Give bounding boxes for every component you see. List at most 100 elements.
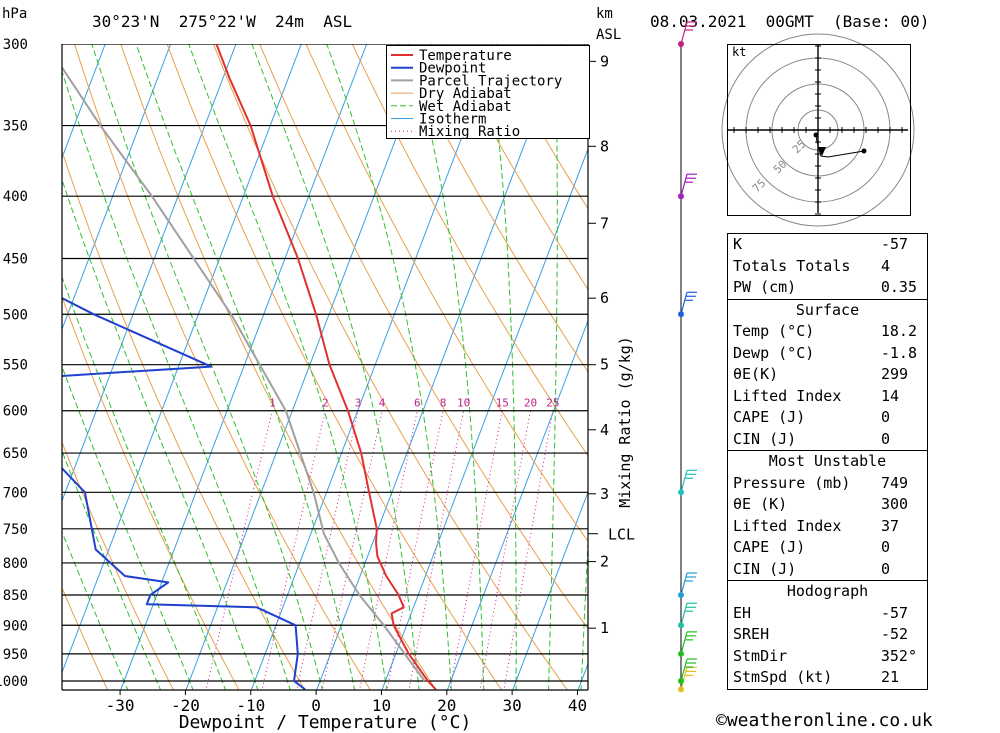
general-index-label: Totals Totals [733, 256, 851, 275]
surface-section: Surface Temp (°C) 18.2 Dewp (°C) -1.8 θE(K) 2… [728, 298, 927, 451]
x-tick-label: -30 [106, 696, 135, 715]
general-index-value: 4 [881, 256, 891, 275]
general-index-value: 0.35 [880, 278, 917, 296]
surface-index-row: Lifted Index 14 [728, 386, 927, 408]
asl-label: ASL [596, 27, 622, 43]
dry-adiabat [212, 44, 568, 690]
surface-index-label: CIN (J) [733, 429, 797, 448]
wind-barb-staff [680, 174, 688, 197]
wet-adiabat [548, 44, 558, 690]
km-tick-label: 7 [600, 214, 609, 232]
most-unstable-index-row: Lifted Index 37 [728, 516, 927, 538]
dry-adiabat [398, 44, 588, 373]
x-tick-label: 10 [372, 696, 391, 715]
pressure-tick-label: 950 [3, 647, 28, 663]
pressure-tick-label: 400 [3, 189, 28, 205]
surface-index-value: 14 [881, 386, 900, 405]
legend-item-label: Wet Adiabat [419, 99, 512, 115]
mixing-ratio-label: 20 [524, 397, 537, 410]
surface-index-value: 0 [881, 408, 891, 426]
pressure-tick-label: 650 [3, 446, 28, 462]
most-unstable-index-value: 0 [881, 559, 891, 578]
mixing-ratio-label: 25 [546, 397, 559, 410]
wind-barb [680, 469, 697, 493]
wet-adiabat [408, 44, 485, 690]
wind-barb-staff [680, 603, 688, 626]
mixing-ratio-label: 15 [496, 397, 509, 410]
surface-index-row: Temp (°C) 18.2 [728, 321, 927, 343]
pressure-tick-label: 750 [3, 522, 28, 538]
dry-adiabat [62, 586, 109, 690]
dry-adiabat [62, 149, 306, 690]
hodograph-title: Hodograph [786, 582, 869, 600]
hodograph-index-row: SREH -52 [728, 624, 927, 646]
copyright-link[interactable]: ©weatheronline.co.uk [716, 710, 933, 731]
general-index-value: -57 [881, 235, 909, 253]
hodograph-index-label: StmSpd (kt) [733, 668, 833, 686]
isotherm [62, 44, 302, 674]
indices-table: K -57 Totals Totals 4 PW (cm) 0.35 Surface Te… [727, 233, 928, 690]
dry-adiabat [120, 44, 437, 690]
datetime-title: 08.03.2021 00GMT (Base: 00) [650, 12, 930, 31]
x-axis-label: Dewpoint / Temperature (°C) [179, 712, 472, 733]
surface-index-value: -1.8 [880, 343, 917, 362]
lcl-label: LCL [608, 526, 635, 544]
mixing-ratio-label: 8 [440, 397, 447, 410]
mixing-ratio-label: 4 [379, 397, 386, 410]
storm-motion-marker [818, 147, 826, 156]
general-index-label: K [733, 235, 743, 253]
hodograph-index-value: 21 [881, 668, 900, 686]
surface-index-label: CAPE (J) [733, 408, 806, 426]
wind-barb [680, 21, 697, 45]
hodograph-index-label: EH [733, 603, 752, 622]
legend-item-label: Dry Adiabat [419, 86, 512, 102]
isotherm [62, 44, 237, 503]
most-unstable-index-row: Pressure (mb) 749 [728, 473, 927, 495]
most-unstable-title: Most Unstable [768, 452, 887, 470]
pressure-tick-label: 350 [3, 119, 28, 135]
surface-title: Surface [795, 300, 860, 319]
wind-barb-staff [680, 470, 688, 493]
mixing-ratio-line [296, 410, 359, 690]
legend: Temperature Dewpoint Parcel Trajectory Dry … [386, 45, 590, 139]
wind-barb [680, 631, 697, 655]
parcel-trajectory-line [62, 65, 426, 682]
mixing-ratio-axis-label: Mixing Ratio (g/kg) [616, 336, 634, 508]
x-tick-label: -20 [171, 696, 200, 715]
wind-barb [680, 572, 697, 596]
dry-adiabat [73, 44, 371, 690]
pressure-tick-label: 700 [3, 485, 28, 501]
wind-barb [680, 291, 697, 315]
location-title: 30°23'N 275°22'W 24m ASL [92, 12, 353, 31]
dry-adiabat [62, 295, 240, 690]
isotherm [62, 44, 106, 160]
most-unstable-index-label: CAPE (J) [733, 538, 806, 556]
most-unstable-index-label: Pressure (mb) [733, 473, 851, 492]
mixing-ratio-label: 10 [457, 397, 470, 410]
legend-item-label: Isotherm [419, 112, 486, 128]
mixing-ratio-label: 1 [269, 397, 276, 410]
pressure-tick-label: 900 [3, 618, 28, 634]
pressure-unit-label: hPa [2, 6, 28, 22]
dry-adiabat [166, 44, 503, 690]
isotherm [381, 147, 588, 690]
wind-barb [680, 658, 697, 682]
temperature-line [215, 44, 437, 690]
surface-index-label: Dewp (°C) [733, 343, 815, 362]
mixing-ratio-line [386, 410, 444, 690]
x-tick-label: 30 [503, 696, 522, 715]
wet-adiabat [326, 44, 452, 690]
hodograph-index-row: StmSpd (kt) 21 [728, 667, 927, 689]
pressure-tick-label: 550 [3, 358, 28, 374]
km-tick-label: 6 [600, 289, 609, 307]
hodograph-section: Hodograph EH -57 SREH -52 StmDir 352° StmSpd (… [728, 580, 927, 689]
wet-adiabat [188, 44, 388, 690]
hodograph-index-label: StmDir [733, 646, 788, 665]
mixing-ratio-label: 6 [414, 397, 421, 410]
mixing-ratio-label: 2 [322, 397, 329, 410]
km-tick-label: 5 [600, 356, 609, 374]
x-tick-label: 20 [437, 696, 456, 715]
most-unstable-index-value: 0 [881, 538, 891, 556]
dry-adiabat [305, 44, 588, 543]
